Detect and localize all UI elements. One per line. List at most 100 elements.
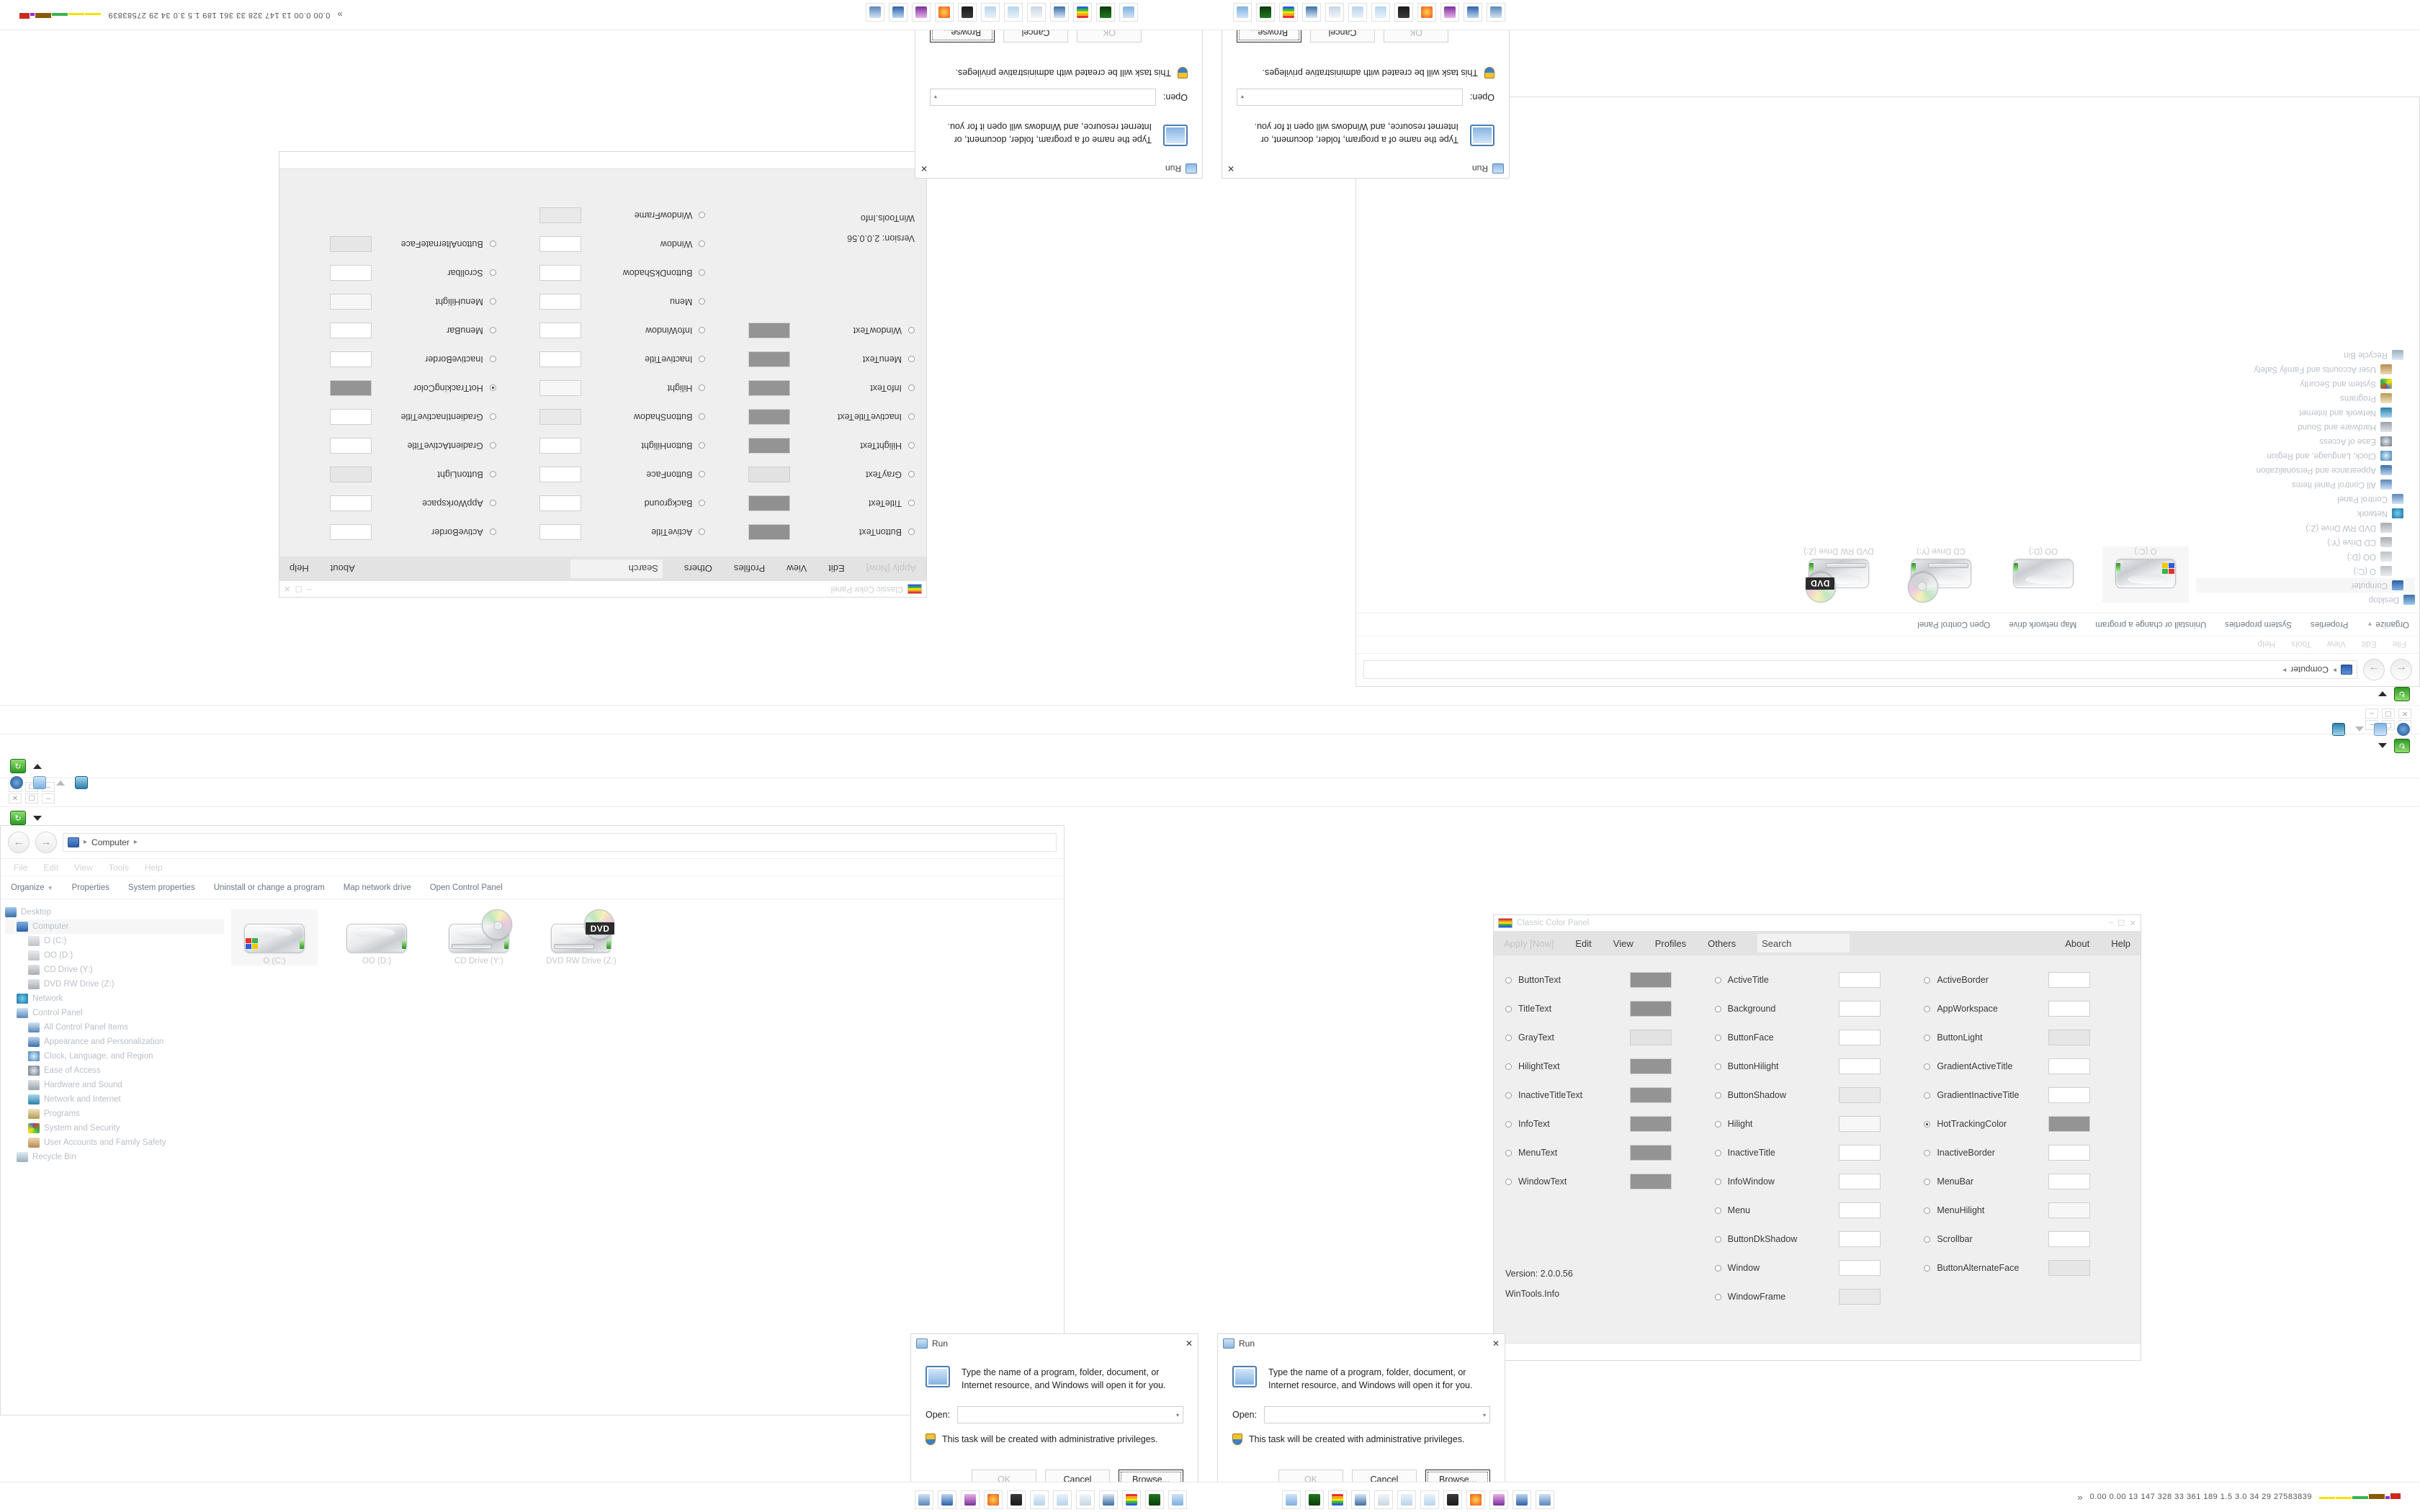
color-swatch-infowindow[interactable] (1839, 1174, 1881, 1189)
run-title-bar[interactable]: Run ✕ (915, 159, 1202, 178)
notepad-icon[interactable] (981, 3, 1000, 22)
color-row-hottrackingcolor[interactable]: HotTrackingColor (1924, 1110, 2133, 1138)
open-input[interactable]: ▾ (1264, 1406, 1490, 1424)
color-row-menu[interactable]: Menu (1714, 1196, 1924, 1225)
address-bar[interactable]: ▸ Computer ▸ (63, 832, 1057, 852)
classic-color-panel-window-mirror[interactable]: Classic Color Panel – ☐ ✕ Apply [Now] Ed… (279, 151, 927, 598)
radio-scrollbar[interactable] (1924, 1236, 1931, 1243)
ccp-menu-bar[interactable]: Apply [Now] Edit View Profiles Others Se… (1494, 931, 2141, 955)
color-swatch-menubar[interactable] (330, 323, 372, 338)
menu-profiles[interactable]: Profiles (733, 563, 766, 575)
firefox-icon[interactable] (1417, 3, 1436, 22)
save-icon[interactable] (1099, 1490, 1118, 1509)
vlc-icon[interactable] (961, 1490, 980, 1509)
color-swatch-buttonface[interactable] (1839, 1030, 1881, 1045)
color-row-window[interactable]: Window (496, 230, 706, 258)
cmd-uninstall-change-program[interactable]: Uninstall or change a program (2095, 620, 2207, 629)
menu-help[interactable]: Help (144, 862, 163, 873)
document-icon[interactable] (1076, 1490, 1095, 1509)
color-swatch-buttonalternateface[interactable] (330, 236, 372, 252)
drive-oo-d[interactable]: OO (D:) (2000, 546, 2087, 603)
menu-apply-now[interactable]: Apply [Now] (1504, 937, 1554, 949)
menu-file[interactable]: File (2392, 639, 2406, 650)
sync-icon[interactable]: ↻ (2394, 687, 2410, 701)
chevron-down-icon[interactable]: ▾ (1175, 1411, 1179, 1418)
menu-edit[interactable]: Edit (43, 862, 59, 873)
back-button[interactable]: ← (8, 831, 30, 853)
color-swatch-buttonhilight[interactable] (539, 438, 581, 454)
color-row-inactivetitle[interactable]: InactiveTitle (496, 345, 706, 374)
menu-view[interactable]: View (786, 563, 807, 575)
color-row-titletext[interactable]: TitleText (1505, 994, 1715, 1023)
quick-launch[interactable] (0, 776, 88, 789)
radio-window[interactable] (1714, 1264, 1721, 1272)
tree-item-network[interactable]: Network (5, 991, 224, 1006)
radio-menu[interactable] (699, 298, 706, 305)
ccp-title-bar[interactable]: Classic Color Panel – ☐ ✕ (279, 581, 926, 597)
color-row-activetitle[interactable]: ActiveTitle (1714, 966, 1924, 994)
color-row-graytext[interactable]: GrayText (705, 460, 915, 489)
media-icon[interactable] (75, 776, 88, 789)
explorer-window-left[interactable]: ← → ▸ Computer ▸ File Edit View Tools He… (0, 825, 1065, 1416)
minimize-icon[interactable]: – (306, 585, 312, 594)
open-input[interactable]: ▾ (930, 88, 1156, 106)
color-row-buttonshadow[interactable]: ButtonShadow (1714, 1081, 1924, 1110)
color-swatch-buttontext[interactable] (748, 524, 791, 540)
menu-edit[interactable]: Edit (1575, 937, 1592, 949)
color-row-menutext[interactable]: MenuText (1505, 1138, 1715, 1167)
breadcrumb-computer[interactable]: Computer (2290, 665, 2329, 675)
radio-buttonshadow[interactable] (1714, 1092, 1721, 1099)
radio-menuhilight[interactable] (1924, 1207, 1931, 1214)
explorer-menubar[interactable]: File Edit View Tools Help (1, 859, 1064, 876)
close-icon[interactable]: ✕ (1492, 1338, 1500, 1349)
explorer-window-icon[interactable] (1119, 3, 1138, 22)
radio-hilighttext[interactable] (1505, 1063, 1512, 1070)
color-swatch-hilighttext[interactable] (1629, 1058, 1672, 1074)
color-row-gradientactivetitle[interactable]: GradientActiveTitle (287, 431, 496, 460)
radio-menutext[interactable] (908, 356, 915, 363)
notepad-icon[interactable] (1030, 1490, 1049, 1509)
radio-hilight[interactable] (1714, 1120, 1721, 1128)
tree-item-all-control-panel-items[interactable]: All Control Panel Items (2196, 477, 2415, 492)
drive-dvd-rw-drive-z[interactable]: DVD DVD RW Drive (Z:) (1796, 546, 1882, 603)
radio-background[interactable] (699, 500, 706, 507)
taskbar-apps-right[interactable] (866, 3, 1138, 22)
color-swatch-infotext[interactable] (748, 380, 791, 396)
color-row-gradientinactivetitle[interactable]: GradientInactiveTitle (1924, 1081, 2133, 1110)
chevron-down-icon[interactable]: ▾ (1241, 94, 1245, 101)
sync-icon[interactable]: ↻ (10, 811, 26, 825)
classic-color-panel-window[interactable]: Classic Color Panel – ☐ ✕ Apply [Now] Ed… (1493, 914, 2141, 1361)
radio-menubar[interactable] (1924, 1178, 1931, 1185)
sync-icon[interactable]: ↻ (10, 759, 26, 773)
color-row-inactiveborder[interactable]: InactiveBorder (287, 345, 496, 374)
cmd-organize[interactable]: Organize▼ (11, 883, 53, 892)
tree-item-control-panel[interactable]: Control Panel (5, 1006, 224, 1020)
radio-graytext[interactable] (908, 471, 915, 478)
menu-file[interactable]: File (14, 862, 28, 873)
color-row-gradientinactivetitle[interactable]: GradientInactiveTitle (287, 402, 496, 431)
restore-icon[interactable]: ☐ (2382, 708, 2395, 719)
notepad-icon[interactable] (1397, 1490, 1416, 1509)
tray-chevron-icon[interactable]: » (2077, 1491, 2083, 1503)
open-input[interactable]: ▾ (1237, 88, 1463, 106)
explorer-window-icon[interactable] (1233, 3, 1252, 22)
console-icon[interactable] (1256, 3, 1275, 22)
explorer-icon[interactable] (1512, 1490, 1531, 1509)
explorer-icon[interactable] (938, 1490, 956, 1509)
radio-infowindow[interactable] (1714, 1178, 1721, 1185)
run-dialog-mirror-left[interactable]: Run ✕ Type the name of a program, folder… (1222, 22, 1510, 179)
internet-explorer-icon[interactable] (10, 776, 23, 789)
radio-inactiveborder[interactable] (489, 356, 496, 363)
radio-menuhilight[interactable] (489, 298, 496, 305)
run-dialog-mirror-right[interactable]: Run ✕ Type the name of a program, folder… (915, 22, 1203, 179)
color-swatch-windowframe[interactable] (539, 207, 581, 223)
color-swatch-windowtext[interactable] (748, 323, 791, 338)
color-row-buttonface[interactable]: ButtonFace (496, 460, 706, 489)
run-dialog-icon[interactable] (1536, 1490, 1554, 1509)
cmd-properties[interactable]: Properties (2310, 620, 2349, 629)
radio-buttonhilight[interactable] (699, 442, 706, 449)
radio-titletext[interactable] (908, 500, 915, 507)
radio-gradientactivetitle[interactable] (1924, 1063, 1931, 1070)
tray-chevron-icon[interactable]: » (337, 9, 343, 21)
color-swatch-activeborder[interactable] (2048, 972, 2090, 988)
